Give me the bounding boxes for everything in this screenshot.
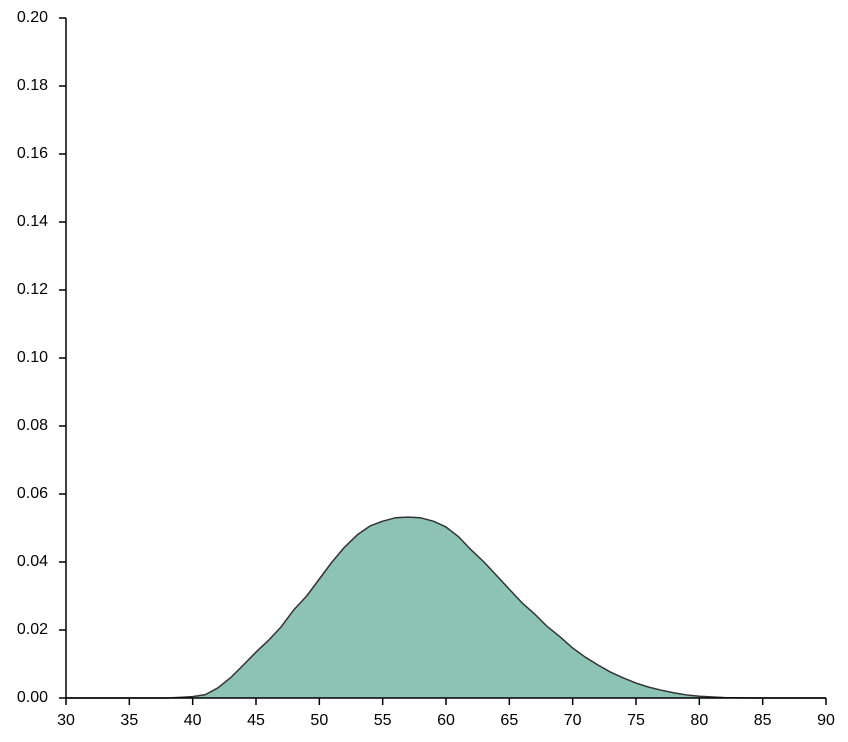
x-tick-label: 65 [500, 712, 518, 729]
density-line [66, 516, 826, 699]
y-tick-label: 0.10 [17, 349, 48, 366]
x-tick-label: 50 [310, 712, 328, 729]
y-tick-label: 0.16 [17, 145, 48, 162]
x-tick-label: 35 [120, 712, 138, 729]
x-tick-label: 55 [374, 712, 392, 729]
x-tick-label: 90 [817, 712, 835, 729]
y-tick-label: 0.12 [17, 281, 48, 298]
x-tick-label: 40 [184, 712, 202, 729]
x-tick-label: 45 [247, 712, 265, 729]
y-tick-label: 0.18 [17, 77, 48, 94]
y-tick-label: 0.14 [17, 213, 48, 230]
y-tick-label: 0.06 [17, 485, 48, 502]
y-tick-label: 0.04 [17, 553, 48, 570]
y-tick-label: 0.20 [17, 9, 48, 26]
x-tick-label: 80 [690, 712, 708, 729]
x-tick-label: 60 [437, 712, 455, 729]
x-tick-label: 75 [627, 712, 645, 729]
y-tick-label: 0.02 [17, 621, 48, 638]
y-tick-label: 0.00 [17, 689, 48, 706]
x-tick-label: 70 [564, 712, 582, 729]
x-tick-label: 85 [754, 712, 772, 729]
x-tick-label: 30 [57, 712, 75, 729]
density-area [66, 517, 826, 698]
y-tick-label: 0.08 [17, 417, 48, 434]
